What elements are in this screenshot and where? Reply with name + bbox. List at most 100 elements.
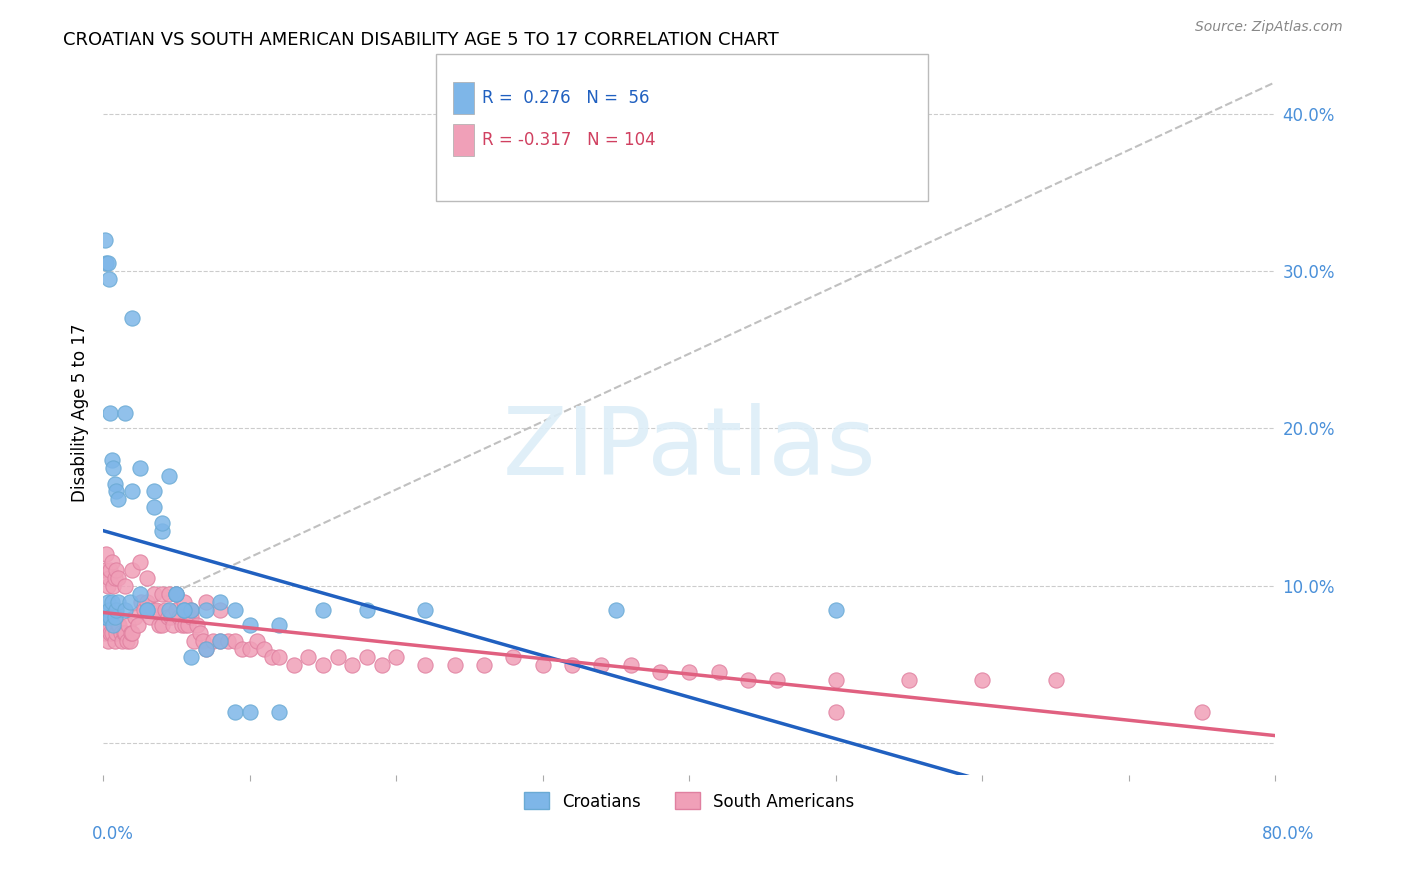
- Text: ZIPatlas: ZIPatlas: [502, 403, 876, 495]
- Point: [150, 587, 173, 601]
- Point: [898, 673, 921, 688]
- Point: [356, 602, 378, 616]
- Point: [177, 618, 200, 632]
- Point: [415, 602, 437, 616]
- Point: [194, 641, 217, 656]
- Point: [157, 468, 180, 483]
- Point: [96, 634, 118, 648]
- Point: [101, 594, 124, 608]
- Point: [180, 602, 202, 616]
- Point: [194, 602, 217, 616]
- Point: [1045, 673, 1067, 688]
- Text: R =  0.276   N =  56: R = 0.276 N = 56: [482, 89, 650, 107]
- Point: [737, 673, 759, 688]
- Text: 0.0%: 0.0%: [91, 825, 134, 843]
- Point: [620, 657, 643, 672]
- Point: [150, 618, 173, 632]
- Point: [105, 563, 128, 577]
- Point: [136, 602, 159, 616]
- Point: [157, 602, 180, 616]
- Point: [94, 618, 117, 632]
- Point: [124, 610, 146, 624]
- Point: [105, 484, 128, 499]
- Point: [239, 641, 262, 656]
- Point: [100, 626, 122, 640]
- Point: [224, 602, 246, 616]
- Point: [134, 602, 156, 616]
- Point: [114, 602, 136, 616]
- Point: [121, 311, 143, 326]
- Point: [107, 571, 129, 585]
- Point: [267, 705, 290, 719]
- Point: [173, 594, 195, 608]
- Point: [209, 634, 232, 648]
- Point: [707, 665, 730, 680]
- Point: [93, 610, 115, 624]
- Point: [103, 618, 125, 632]
- Point: [180, 610, 202, 624]
- Point: [127, 618, 149, 632]
- Point: [104, 610, 127, 624]
- Point: [443, 657, 465, 672]
- Point: [188, 626, 211, 640]
- Point: [224, 705, 246, 719]
- Text: 80.0%: 80.0%: [1263, 825, 1315, 843]
- Point: [136, 571, 159, 585]
- Point: [209, 594, 232, 608]
- Point: [96, 594, 118, 608]
- Legend: Croatians, South Americans: Croatians, South Americans: [517, 786, 860, 817]
- Point: [104, 634, 127, 648]
- Point: [165, 587, 187, 601]
- Point: [114, 626, 136, 640]
- Point: [103, 579, 125, 593]
- Point: [114, 406, 136, 420]
- Point: [100, 610, 122, 624]
- Point: [143, 484, 166, 499]
- Point: [342, 657, 364, 672]
- Point: [191, 634, 214, 648]
- Point: [153, 602, 176, 616]
- Point: [136, 594, 159, 608]
- Point: [143, 500, 166, 515]
- Point: [224, 634, 246, 648]
- Point: [117, 618, 139, 632]
- Point: [145, 602, 167, 616]
- Point: [561, 657, 583, 672]
- Point: [157, 587, 180, 601]
- Point: [165, 602, 187, 616]
- Point: [972, 673, 994, 688]
- Point: [159, 610, 181, 624]
- Point: [766, 673, 789, 688]
- Point: [174, 618, 197, 632]
- Text: R = -0.317   N = 104: R = -0.317 N = 104: [482, 131, 655, 149]
- Point: [415, 657, 437, 672]
- Point: [194, 641, 217, 656]
- Point: [108, 618, 131, 632]
- Point: [239, 705, 262, 719]
- Point: [824, 705, 846, 719]
- Point: [156, 610, 179, 624]
- Point: [183, 634, 205, 648]
- Point: [94, 256, 117, 270]
- Point: [1191, 705, 1213, 719]
- Point: [385, 649, 408, 664]
- Point: [121, 563, 143, 577]
- Point: [128, 587, 150, 601]
- Point: [824, 673, 846, 688]
- Point: [180, 602, 202, 616]
- Point: [103, 460, 125, 475]
- Point: [107, 594, 129, 608]
- Point: [326, 649, 349, 664]
- Point: [139, 610, 162, 624]
- Point: [136, 602, 159, 616]
- Point: [110, 626, 132, 640]
- Point: [100, 406, 122, 420]
- Point: [128, 555, 150, 569]
- Point: [96, 579, 118, 593]
- Point: [502, 649, 524, 664]
- Point: [105, 626, 128, 640]
- Point: [101, 555, 124, 569]
- Point: [172, 618, 194, 632]
- Point: [118, 634, 141, 648]
- Point: [114, 579, 136, 593]
